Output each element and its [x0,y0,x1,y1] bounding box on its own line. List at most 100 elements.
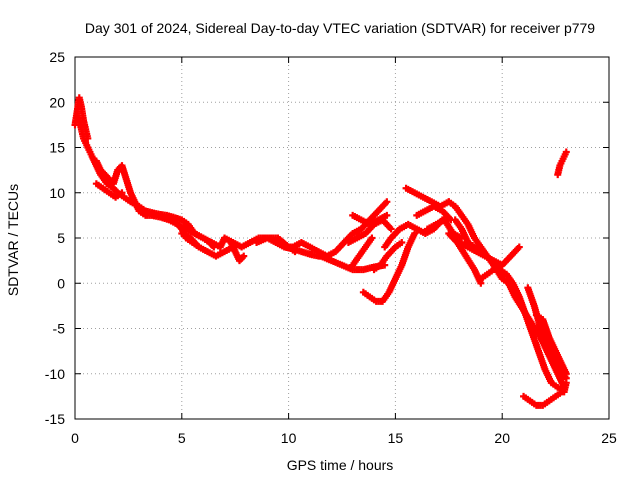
data-point [347,231,355,239]
data-point [394,226,402,234]
series-pass-l [349,211,391,228]
data-point [419,208,427,216]
data-point [367,236,375,244]
data-point [336,260,344,268]
data-point [469,264,477,272]
y-tick-label: 20 [49,94,65,110]
x-tick-label: 20 [494,430,510,446]
data-point [116,190,124,198]
y-axis-label: SDTVAR / TECUs [5,184,21,296]
axis-ticks: 0 5 10 15 20 25 -15 -10 -5 0 5 10 15 20 25 [45,49,617,446]
data-point [470,246,478,254]
data-point [555,164,563,172]
data-point [390,245,398,253]
y-tick-label: -10 [45,366,65,382]
data-point [384,290,392,298]
data-point [360,245,368,253]
series-pass-z [532,311,570,378]
series-pass-n [370,239,406,274]
x-tick-label: 0 [71,430,79,446]
data-point [534,345,542,353]
data-point [370,296,378,304]
data-point [524,395,532,403]
data-point [470,232,478,240]
data-point [552,382,560,390]
data-point [97,183,105,191]
data-point [551,345,559,353]
data-point [354,254,362,262]
series-pass-d [92,180,126,201]
y-tick-label: 15 [49,140,65,156]
data-point [83,141,91,149]
series-pass-x [477,261,504,283]
data-point [488,267,496,275]
y-tick-label: -5 [53,321,66,337]
data-point [562,381,570,389]
data-point [530,400,538,408]
data-point [456,223,464,231]
data-point [112,187,120,195]
data-point [355,215,363,223]
data-point [295,247,303,255]
data-point [154,213,162,221]
data-point [372,217,380,225]
data-point [218,249,226,257]
series-pass-r [413,202,455,224]
data-point [176,215,184,223]
data-point [126,187,134,195]
series-pass-a [71,94,92,142]
data-point [508,277,516,285]
data-point [390,277,398,285]
data-point [543,398,551,406]
data-point [81,137,89,145]
data-point [514,291,522,299]
data-point [544,332,552,340]
data-point [272,234,280,242]
data-point [530,300,538,308]
data-point [446,214,454,222]
series-pass-g [227,239,248,265]
data-point [79,132,87,140]
data-point [463,219,471,227]
data-point [537,314,545,322]
data-point [201,246,209,254]
data-point [462,242,470,250]
series-pass-aa [520,388,566,409]
data-point [411,224,419,232]
data-point [359,231,367,239]
data-point [410,231,418,239]
data-point [206,237,214,245]
data-point [122,173,130,181]
series-pass-m [349,234,376,269]
data-point [325,256,333,264]
data-point [287,244,295,252]
data-point [397,263,405,271]
y-tick-label: -15 [45,411,65,427]
data-point [351,235,359,243]
data-point [74,114,82,122]
y-tick-label: 10 [49,185,65,201]
data-point [230,246,238,254]
data-point [514,245,522,253]
data-point [386,223,394,231]
data-point [549,394,557,402]
data-point [188,228,196,236]
data-point [85,146,93,154]
data-point [426,197,434,205]
data-point [329,249,337,257]
data-point [417,192,425,200]
data-point [521,309,529,317]
data-point [381,199,389,207]
data-point [561,368,569,376]
data-point [479,251,487,259]
x-tick-label: 15 [388,430,404,446]
data-point [481,272,489,280]
chart-title: Day 301 of 2024, Sidereal Day-to-day VTE… [85,20,595,36]
data-point [456,210,464,218]
data-point [494,263,502,271]
data-point [197,233,205,241]
data-point [381,213,389,221]
data-point [184,233,192,241]
data-point [430,222,438,230]
data-point [304,242,312,250]
